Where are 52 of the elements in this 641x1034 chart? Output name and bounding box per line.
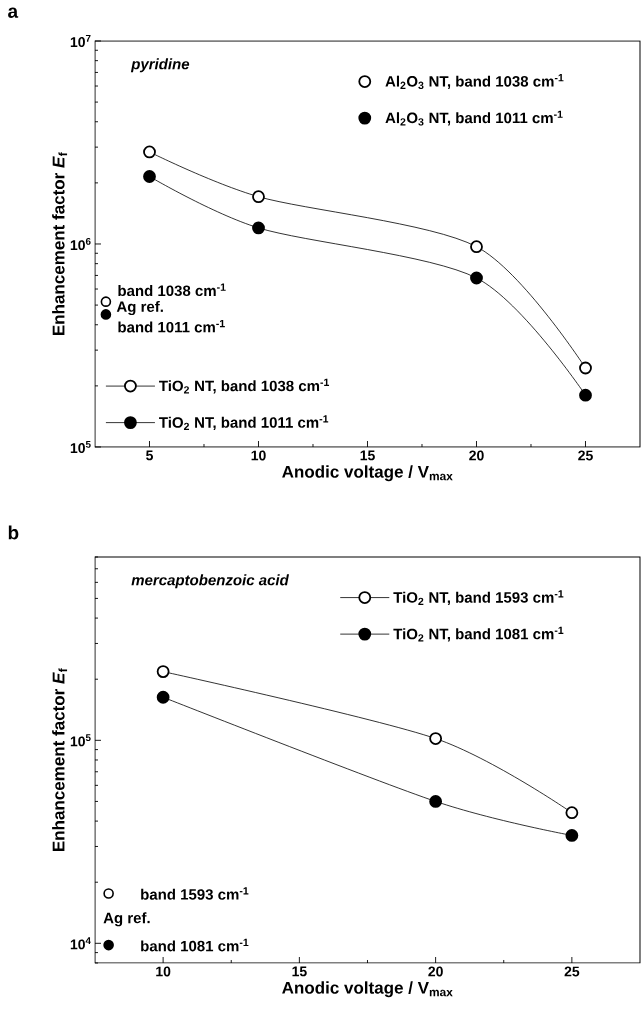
- x-tick-label: 15: [360, 450, 375, 461]
- y-tick-label: 10$^{6}$: [70, 237, 91, 251]
- annotation: mercaptobenzoic acid: [131, 574, 290, 589]
- legend-label: TiO$_{2}$ NT, band 1038 cm$^{-1}$: [159, 378, 330, 394]
- point: [470, 240, 483, 254]
- y-axis-title: Enhancement factor E$_{f}$: [52, 152, 68, 336]
- legend-label: Al$_{2}$O$_{3}$ NT, band 1038 cm$^{-1}$: [385, 74, 564, 90]
- y-tick-label: 10$^{5}$: [70, 440, 91, 454]
- point: [103, 888, 114, 899]
- point: [565, 806, 579, 820]
- x-axis-title: Anodic voltage / V$_{max}$: [282, 465, 453, 482]
- annotation: Ag ref.: [116, 300, 163, 316]
- x-tick-label: 25: [564, 966, 580, 977]
- annotation: pyridine: [130, 58, 190, 73]
- point: [429, 795, 443, 808]
- annotation: band 1011 cm$^{-1}$: [118, 319, 225, 333]
- annotation: Ag ref.: [103, 912, 150, 927]
- point: [100, 296, 112, 307]
- point: [252, 221, 265, 235]
- point: [565, 829, 579, 842]
- x-axis-title: Anodic voltage / V$_{max}$: [282, 981, 453, 998]
- legend-label: Al$_{2}$O$_{3}$ NT, band 1011 cm$^{-1}$: [385, 110, 563, 126]
- point: [100, 309, 112, 320]
- y-tick-label: 10$^{5}$: [70, 734, 91, 747]
- chart-title: a: [8, 7, 19, 18]
- x-tick-label: 25: [578, 450, 593, 461]
- point: [579, 388, 592, 402]
- legend-label: TiO$_{2}$ NT, band 1011 cm$^{-1}$: [159, 415, 329, 431]
- y-tick-label: 10$^{4}$: [70, 937, 91, 950]
- y-tick-label: 10$^{7}$: [70, 34, 91, 48]
- x-tick-label: 10: [156, 966, 171, 977]
- point: [103, 939, 114, 951]
- point: [143, 170, 156, 183]
- x-tick-label: 10: [251, 450, 266, 461]
- annotation: band 1593 cm$^{-1}$: [141, 887, 249, 900]
- point: [156, 690, 170, 704]
- point: [156, 665, 170, 679]
- x-tick-label: 20: [428, 966, 443, 977]
- x-tick-label: 15: [292, 966, 307, 977]
- point: [143, 145, 156, 159]
- x-tick-label: 5: [146, 450, 154, 461]
- chart-title: b: [8, 525, 19, 540]
- point: [579, 361, 592, 375]
- legend-label: TiO$_{2}$ NT, band 1081 cm$^{-1}$: [393, 626, 564, 642]
- legend-label: TiO$_{2}$ NT, band 1593 cm$^{-1}$: [393, 590, 564, 605]
- point: [470, 271, 483, 285]
- annotation: band 1038 cm$^{-1}$: [118, 283, 226, 297]
- point: [429, 732, 443, 745]
- x-tick-label: 20: [469, 450, 484, 461]
- point: [252, 190, 265, 204]
- annotation: band 1081 cm$^{-1}$: [141, 938, 249, 952]
- y-axis-title: Enhancement factor E$_{f}$: [52, 668, 68, 852]
